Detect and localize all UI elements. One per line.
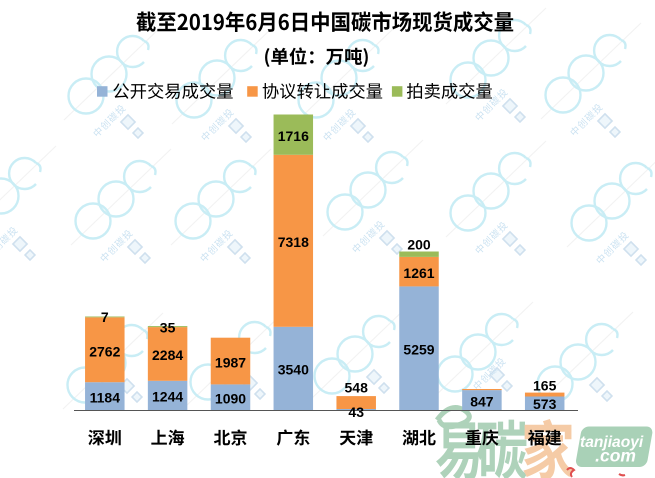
svg-text:43: 43: [348, 404, 364, 420]
svg-text:1261: 1261: [403, 265, 434, 281]
svg-text:tanjiaoyi: tanjiaoyi: [580, 434, 644, 451]
svg-text:1090: 1090: [215, 390, 246, 406]
svg-text:1184: 1184: [90, 389, 121, 405]
svg-text:548: 548: [345, 380, 369, 396]
svg-text:7: 7: [101, 309, 109, 325]
svg-text:7318: 7318: [278, 234, 309, 250]
svg-text:35: 35: [160, 319, 176, 335]
svg-text:5259: 5259: [403, 341, 434, 357]
svg-text:2762: 2762: [89, 343, 120, 359]
svg-text:573: 573: [533, 396, 557, 412]
svg-text:165: 165: [533, 378, 557, 394]
svg-text:3540: 3540: [278, 362, 309, 378]
svg-text:2284: 2284: [152, 347, 183, 363]
svg-text:1987: 1987: [215, 354, 246, 370]
svg-text:.com: .com: [595, 446, 636, 466]
svg-text:1244: 1244: [152, 389, 183, 405]
svg-text:1716: 1716: [278, 128, 309, 144]
svg-text:200: 200: [407, 237, 431, 253]
svg-text:847: 847: [470, 394, 494, 410]
